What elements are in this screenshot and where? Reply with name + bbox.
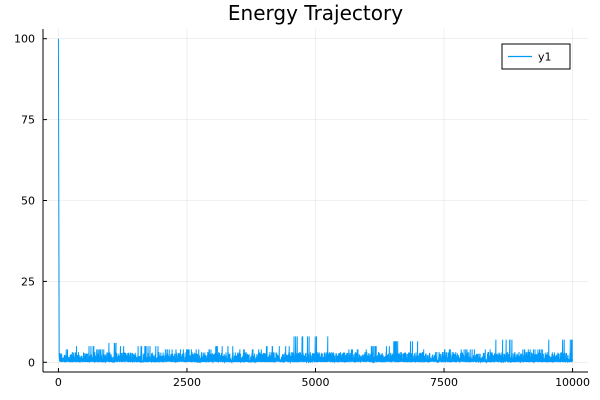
legend-label: y1 bbox=[538, 51, 552, 64]
x-tick-label: 2500 bbox=[173, 376, 201, 389]
y-tick-label: 0 bbox=[28, 356, 35, 369]
x-tick-label: 0 bbox=[55, 376, 62, 389]
legend: y1 bbox=[502, 44, 570, 69]
y-tick-label: 25 bbox=[21, 275, 35, 288]
x-tick-label: 10000 bbox=[555, 376, 590, 389]
chart-title: Energy Trajectory bbox=[228, 1, 403, 25]
grid-lines bbox=[43, 29, 588, 372]
y-tick-label: 75 bbox=[21, 114, 35, 127]
tick-labels: 0 2500 5000 7500 10000 0 25 50 75 100 bbox=[14, 33, 590, 389]
y-tick-label: 100 bbox=[14, 33, 35, 46]
y-tick-label: 50 bbox=[21, 195, 35, 208]
x-tick-label: 7500 bbox=[430, 376, 458, 389]
x-tick-label: 5000 bbox=[302, 376, 330, 389]
